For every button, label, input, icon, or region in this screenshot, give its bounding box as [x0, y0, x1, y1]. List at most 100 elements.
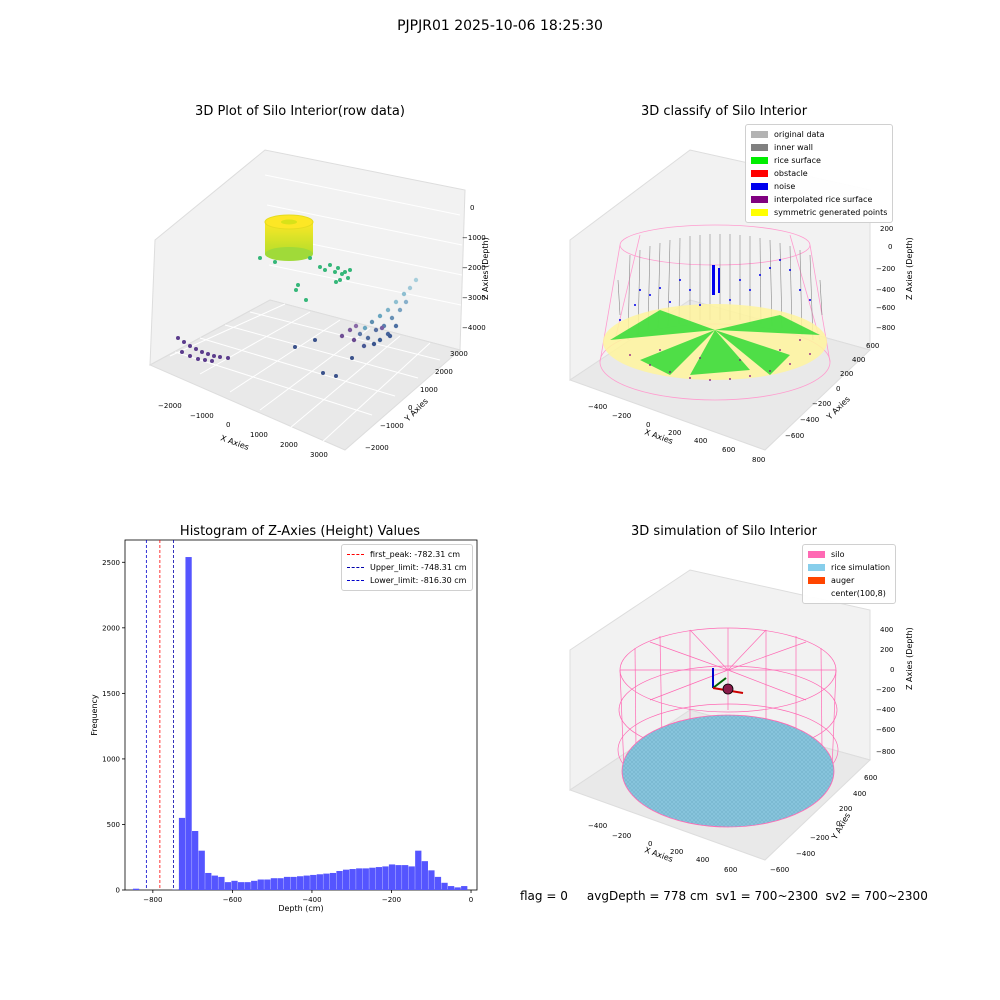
panel4-z-tick: 400 — [880, 626, 893, 634]
histogram-x-tick-label: −600 — [223, 896, 242, 904]
panel1-y-tick: −1000 — [380, 422, 404, 430]
panel4-z-tick: −600 — [876, 726, 895, 734]
histogram-bar — [218, 876, 225, 890]
legend-swatch — [808, 551, 825, 558]
legend-label: noise — [774, 182, 796, 191]
histogram-bar — [185, 557, 192, 890]
panel4-auger — [712, 668, 744, 695]
histogram-bar — [257, 879, 264, 890]
legend-label: interpolated rice surface — [774, 195, 873, 204]
histogram-bar — [211, 875, 218, 890]
panel1-z-ticks: 0 −1000 −2000 −3000 −4000 — [462, 204, 486, 332]
panel1-x-ticks: −2000 −1000 0 1000 2000 3000 — [158, 402, 328, 459]
histogram-bar — [454, 887, 461, 890]
panel2-rice-surface — [610, 310, 820, 375]
panel4-y-tick: 200 — [839, 805, 852, 813]
panel2-x-ticks: −400 −200 0 200 400 600 800 — [588, 403, 765, 464]
histogram-bar — [224, 882, 232, 890]
histogram-bar — [447, 886, 455, 890]
histogram-bar — [323, 873, 330, 890]
histogram-frame — [124, 539, 478, 891]
histogram-x-tick-label: −400 — [302, 896, 321, 904]
panel2-y-tick: 200 — [840, 370, 853, 378]
legend-swatch — [751, 196, 768, 203]
panel4-z-tick: 200 — [880, 646, 893, 654]
legend-item-obstacle: obstacle — [751, 167, 887, 180]
legend-swatch — [751, 131, 768, 138]
histogram-bar — [375, 867, 383, 890]
legend-item-symmetric: symmetric generated points — [751, 206, 887, 219]
panel1-x-tick: −1000 — [190, 412, 214, 420]
panel1-floor-pane — [148, 299, 462, 451]
histogram-bar — [205, 872, 212, 890]
legend-line — [347, 554, 364, 555]
histogram-bar — [297, 876, 304, 890]
status-line: flag = 0 avgDepth = 778 cm sv1 = 700~230… — [520, 889, 928, 903]
panel4-title: 3D simulation of Silo Interior — [631, 524, 817, 539]
histogram-bar — [277, 878, 284, 890]
panel2-y-tick: −400 — [800, 416, 819, 424]
panel1-y-tick: −2000 — [365, 444, 389, 452]
panel4-x-tick: 200 — [670, 848, 683, 856]
legend-item-rice-simulation: rice simulation — [808, 561, 890, 574]
panel4-z-ticks: 400 200 0 −200 −400 −600 −800 — [876, 626, 895, 756]
panel4-y-tick: −600 — [770, 866, 789, 874]
legend-item-interpolated: interpolated rice surface — [751, 193, 887, 206]
legend-swatch — [751, 209, 768, 216]
histogram-bar — [428, 870, 435, 890]
histogram-bars — [132, 557, 468, 890]
panel2-noise-points — [619, 259, 811, 321]
legend-label: Lower_limit: -816.30 cm — [370, 576, 467, 585]
histogram-y-label: Frequency — [90, 694, 99, 736]
legend-item-center: center(100,8) — [808, 587, 890, 600]
legend-item-original-data: original data — [751, 128, 887, 141]
panel4-y-tick: 600 — [864, 774, 877, 782]
panel1-z-tick: −3000 — [462, 294, 486, 302]
legend-label: original data — [774, 130, 825, 139]
histogram-bar — [329, 872, 337, 890]
panel1-x-tick: 0 — [226, 421, 230, 429]
panel4-y-ticks: −600 −400 −200 0 200 400 600 — [770, 774, 877, 874]
figure-suptitle: PJPJR01 2025-10-06 18:25:30 — [397, 18, 603, 34]
histogram-bar — [356, 868, 363, 890]
panel4-x-tick: −400 — [588, 822, 607, 830]
legend-item-silo: silo — [808, 548, 890, 561]
panel1-z-tick: 0 — [470, 204, 474, 212]
histogram-x-label: Depth (cm) — [278, 904, 323, 913]
histogram-bar — [434, 876, 442, 890]
panel2-interpolated-points — [629, 339, 811, 381]
legend-item-auger: auger — [808, 574, 890, 587]
legend-swatch — [751, 183, 768, 190]
panel4-z-tick: −800 — [876, 748, 895, 756]
panel4-z-tick: −400 — [876, 706, 895, 714]
panel4-x-tick: −200 — [612, 832, 631, 840]
panel1-plot: −2000 −1000 0 1000 2000 3000 X Axies −20… — [148, 149, 490, 459]
panel4-legend: silo rice simulation auger center(100,8) — [802, 544, 897, 604]
panel4-y-tick: 400 — [853, 790, 866, 798]
histogram-bar — [362, 868, 369, 890]
histogram-bar — [402, 865, 409, 890]
histogram-bar — [461, 886, 468, 890]
panel1-z-label: Z Axies (Depth) — [481, 237, 490, 300]
panel1-y-tick: 0 — [408, 404, 412, 412]
panel2-z-label: Z Axies (Depth) — [905, 237, 914, 300]
histogram-bar — [231, 880, 238, 890]
panel1-x-label: X Axies — [219, 433, 250, 452]
panel4-plot: −400 −200 0 200 400 600 X Axies −600 −40… — [568, 569, 914, 874]
legend-label: Upper_limit: -748.31 cm — [370, 563, 467, 572]
panel1-x-tick: 3000 — [310, 451, 328, 459]
panel1-y-ticks: −2000 −1000 0 1000 2000 3000 — [365, 350, 468, 452]
panel2-y-ticks: −600 −400 −200 0 200 400 600 — [785, 342, 879, 440]
legend-item-lower-limit: Lower_limit: -816.30 cm — [347, 574, 467, 587]
histogram-marker-lines — [145, 540, 174, 890]
panel2-x-tick: 0 — [646, 421, 650, 429]
panel2-z-tick: 200 — [880, 225, 893, 233]
histogram-bar — [421, 861, 428, 890]
legend-swatch — [808, 564, 825, 571]
panel2-y-tick: 600 — [866, 342, 879, 350]
histogram-plot: −800 −600 −400 −200 0 0 500 1000 1500 2000 2500 D… — [90, 539, 478, 913]
panel1-x-tick: 1000 — [250, 431, 268, 439]
histogram-y-tick-label: 2000 — [102, 624, 120, 632]
panel2-y-tick: 400 — [852, 356, 865, 364]
panel1-z-tick: −4000 — [462, 324, 486, 332]
